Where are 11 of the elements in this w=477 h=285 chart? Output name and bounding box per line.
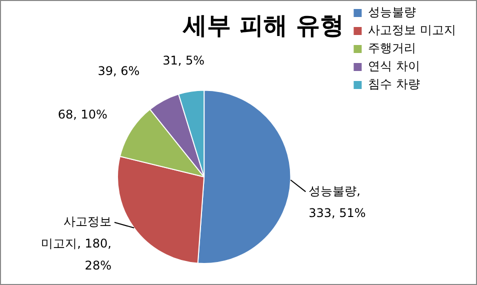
- legend-label: 사고정보 미고지: [368, 23, 456, 38]
- legend-label: 성능불량: [368, 5, 416, 20]
- legend-label: 침수 차량: [368, 77, 420, 92]
- legend-label: 주행거리: [368, 41, 416, 56]
- data-label: 31, 5%: [162, 54, 205, 68]
- data-label: 39, 6%: [98, 64, 140, 78]
- legend-label: 연식 차이: [368, 59, 420, 74]
- data-label: 68, 10%: [58, 107, 108, 122]
- data-label: 성능불량, 333, 51%: [308, 184, 366, 220]
- chart-title: 세부 피해 유형: [182, 12, 344, 40]
- data-label: 사고정보 미고지, 180, 28%: [41, 214, 112, 273]
